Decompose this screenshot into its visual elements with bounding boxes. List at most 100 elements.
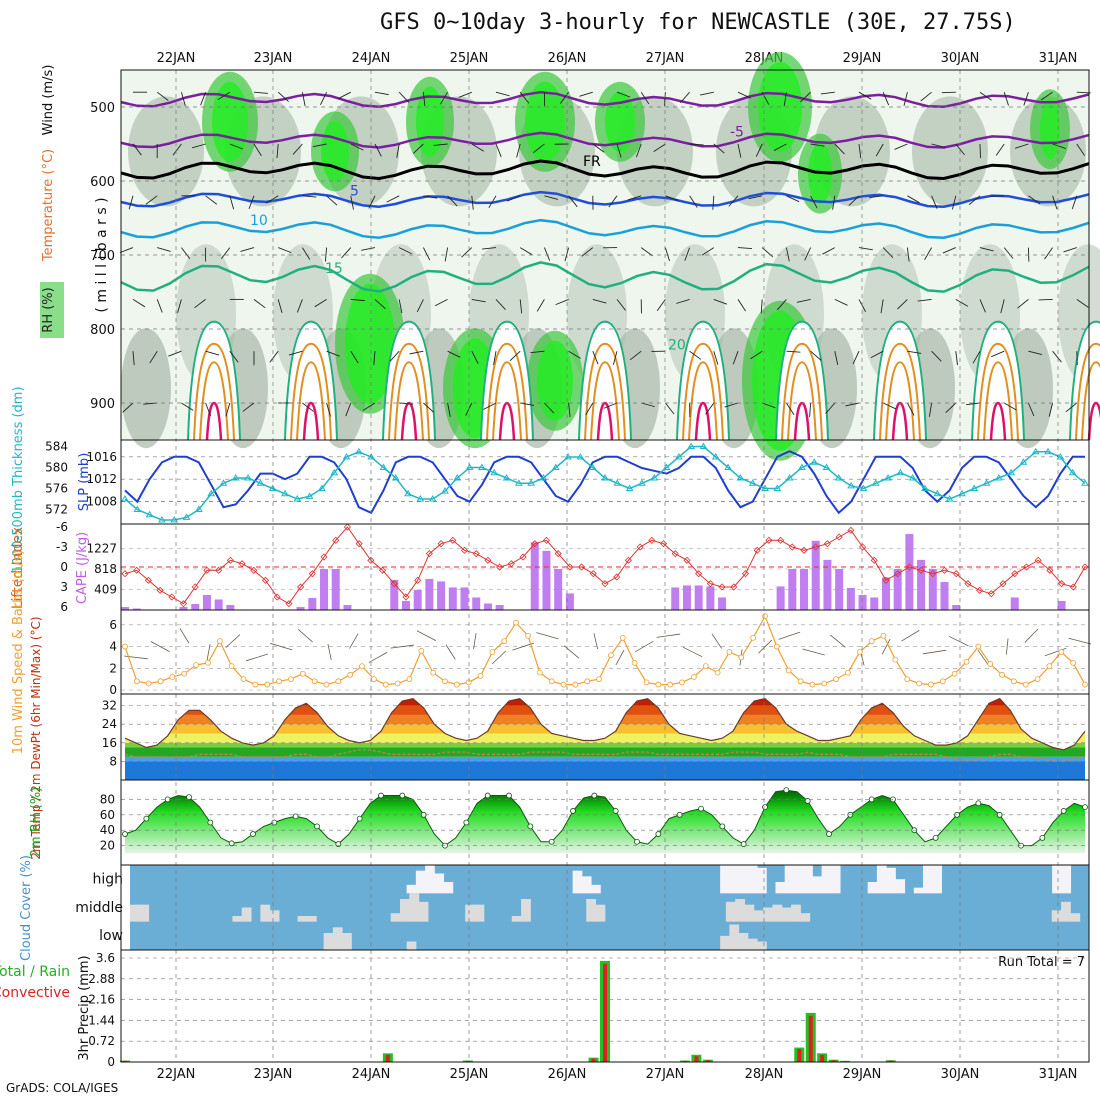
wind-barb: [447, 195, 458, 207]
wind-barb: [276, 143, 279, 158]
lifted-index-point: [835, 533, 843, 541]
wind-barb: [634, 640, 654, 653]
wind-speed-point: [951, 670, 958, 677]
wind-barb: [288, 350, 303, 356]
wind-barb: [783, 92, 787, 107]
cape-bar: [718, 597, 727, 610]
wind-barb: [277, 91, 289, 102]
temp-contour-30: [885, 361, 915, 441]
thickness-point: [441, 487, 449, 494]
wind-speed-point: [690, 674, 697, 680]
wind-barb: [422, 92, 426, 107]
wind-barb: [536, 299, 545, 312]
lifted-index-point: [238, 560, 246, 568]
cloud-cell: [772, 904, 783, 922]
wind-barb: [737, 247, 752, 250]
wind-barb: [277, 299, 283, 313]
lifted-index-point: [1022, 563, 1031, 571]
wind-barb: [461, 247, 473, 258]
wind-barb: [180, 92, 186, 106]
panel-frame: [120, 949, 1090, 1063]
rh-point: [1082, 804, 1088, 810]
wind-barb: [229, 350, 239, 363]
lifted-index-point: [964, 580, 972, 588]
wind-speed-point: [1046, 663, 1053, 670]
wind-barb: [324, 247, 328, 262]
thickness-tick: 584: [45, 440, 68, 454]
wind-barb: [665, 402, 675, 415]
lifted-index-point: [952, 570, 960, 578]
li-axis-label: Lifted Index: [10, 527, 26, 609]
wind-barb: [297, 629, 313, 643]
wind-barb: [326, 350, 340, 357]
lifted-index-point: [542, 536, 551, 544]
thickness-point: [490, 468, 499, 476]
wind-speed-point: [169, 674, 176, 680]
wind-barb: [301, 92, 306, 107]
precip-tick: 1.44: [88, 1013, 115, 1027]
cloud-cell: [591, 884, 601, 894]
precip-convective-bar: [694, 1056, 699, 1062]
wind-barb: [907, 350, 922, 354]
temp-band: [125, 742, 1085, 748]
wind-speed-point: [856, 649, 863, 655]
wind-barb: [979, 91, 992, 101]
wind-barb: [434, 298, 448, 307]
lifted-index-point: [812, 543, 820, 551]
wind-barb: [374, 143, 382, 157]
wind-speed-point: [809, 681, 816, 688]
wind-speed-point: [785, 667, 792, 674]
thickness-point: [908, 474, 917, 481]
wind-barb: [616, 299, 626, 311]
date-label-top: 27JAN: [646, 51, 685, 66]
wind-barb: [533, 143, 545, 153]
rh-point: [932, 835, 939, 841]
li-tick: 3: [60, 580, 68, 594]
cloud-cell: [867, 882, 878, 894]
temp-contour-25: [682, 342, 724, 441]
wind-barb: [471, 298, 486, 303]
temp-bands: [125, 698, 1085, 780]
wind-barb: [906, 247, 910, 262]
rh-point: [356, 815, 363, 822]
cape-bar: [472, 597, 481, 610]
cloud-cell: [830, 865, 841, 894]
thickness-point: [404, 489, 412, 497]
lifted-index-point: [179, 600, 188, 608]
thickness-point: [650, 474, 659, 481]
wind-speed-point: [631, 659, 638, 666]
cape-bar: [776, 586, 785, 610]
thickness-point: [847, 481, 856, 489]
wind-barb: [955, 143, 965, 156]
thickness-point: [256, 479, 265, 486]
wind-barb: [832, 195, 836, 210]
cloud-cell: [757, 941, 767, 950]
date-label-top: 22JAN: [157, 51, 196, 66]
thickness-point: [367, 453, 376, 460]
wind-barb: [458, 91, 472, 98]
temp-contour-25: [584, 342, 626, 441]
wind-barb: [132, 351, 135, 366]
wind-speed-point: [750, 634, 757, 641]
cloud-cell: [800, 913, 811, 922]
date-label-top: 24JAN: [352, 51, 391, 66]
wind-barb: [615, 649, 625, 666]
temp-contour-freezing: [120, 159, 1090, 181]
thickness-point: [674, 453, 683, 460]
thickness-point: [1019, 458, 1028, 465]
wind-barb: [1003, 402, 1017, 411]
rh-point: [186, 794, 192, 800]
lifted-index-point: [601, 580, 609, 588]
wind-barb: [820, 91, 835, 95]
panel-frame: [120, 439, 1090, 525]
thickness-point: [231, 474, 240, 481]
temp-contour-35: [205, 401, 223, 441]
upper-air-panel: [40, 52, 1100, 461]
temp-contour-30: [492, 361, 522, 441]
cloud-cell: [725, 901, 736, 922]
cape-axis-label: CAPE (J/kg): [75, 532, 90, 604]
pressure-axis-label: ( m i l l i b a r s ): [94, 197, 110, 312]
date-label-top: 29JAN: [843, 51, 882, 66]
wind-barb: [398, 299, 403, 314]
